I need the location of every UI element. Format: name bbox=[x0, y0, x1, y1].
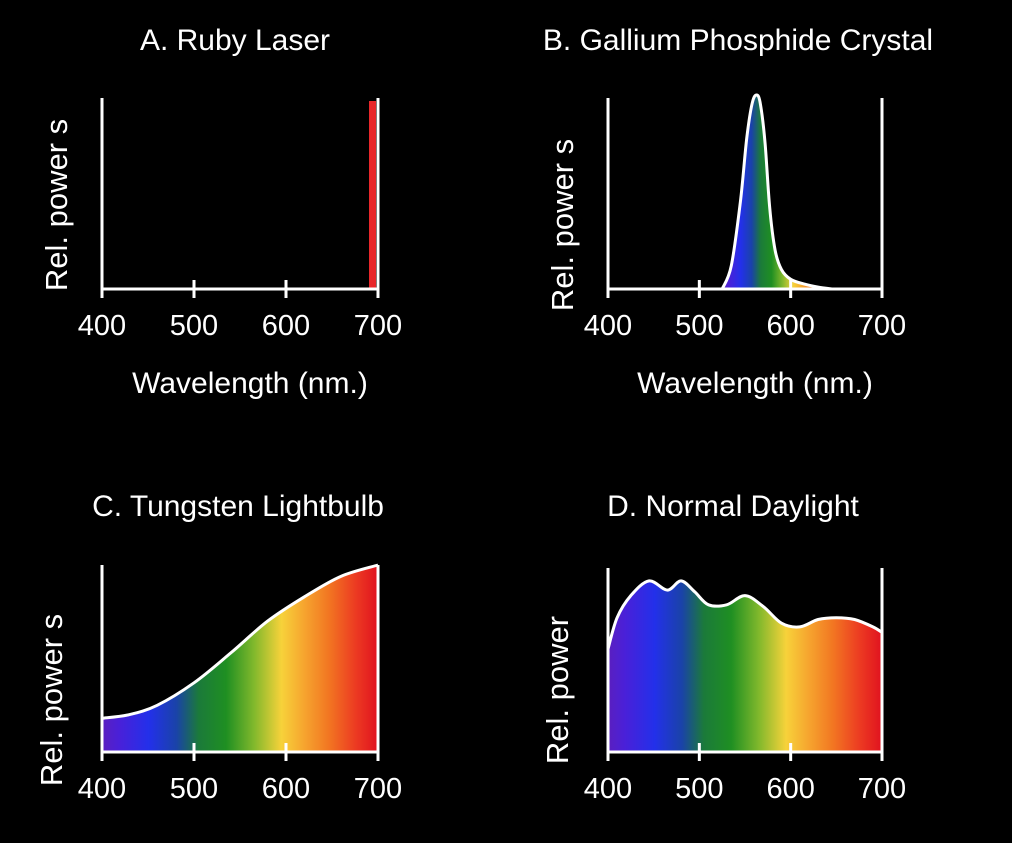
spectrum-area bbox=[608, 580, 882, 752]
x-tick-label: 700 bbox=[858, 773, 906, 805]
x-tick-label: 400 bbox=[78, 773, 126, 805]
panel-b: 400 500 600 700 B. Gallium Phosphide Crystal… bbox=[543, 24, 933, 400]
spectrum-area bbox=[102, 565, 378, 752]
spectrum-curve bbox=[606, 579, 883, 650]
x-tick-label: 700 bbox=[858, 310, 906, 342]
x-tick-label: 600 bbox=[766, 310, 814, 342]
x-tick-label: 700 bbox=[354, 773, 402, 805]
x-axis-label: Wavelength (nm.) bbox=[637, 367, 873, 400]
x-tick-label: 600 bbox=[262, 310, 310, 342]
x-tick-label: 400 bbox=[584, 773, 632, 805]
chart-title: C. Tungsten Lightbulb bbox=[92, 490, 384, 523]
x-tick-label: 400 bbox=[78, 310, 126, 342]
x-tick-label: 500 bbox=[170, 773, 218, 805]
y-axis-label: Rel. power s bbox=[39, 119, 74, 291]
spectrum-curve bbox=[720, 93, 832, 291]
y-axis-label: Rel. power s bbox=[545, 139, 580, 311]
chart-title: A. Ruby Laser bbox=[140, 24, 330, 57]
x-tick-label: 500 bbox=[675, 310, 723, 342]
x-tick-label: 400 bbox=[584, 310, 632, 342]
x-tick-label: 700 bbox=[354, 310, 402, 342]
spectrum-curve bbox=[101, 563, 379, 720]
x-tick-label: 500 bbox=[675, 773, 723, 805]
x-axis-label: Wavelength (nm.) bbox=[132, 367, 368, 400]
spectrum-area bbox=[722, 94, 832, 289]
chart-title: B. Gallium Phosphide Crystal bbox=[543, 24, 933, 57]
x-tick-label: 600 bbox=[766, 773, 814, 805]
x-tick-label: 500 bbox=[170, 310, 218, 342]
y-axis-label: Rel. power bbox=[540, 616, 575, 764]
laser-line bbox=[369, 101, 376, 289]
panel-c: 400 500 600 700 C. Tungsten Lightbulb Rel. po… bbox=[34, 490, 402, 805]
panel-d: 400 500 600 700 D. Normal Daylight Rel. power bbox=[540, 490, 906, 805]
y-axis-label: Rel. power s bbox=[34, 614, 69, 786]
panel-a: 400 500 600 700 A. Ruby Laser Rel. power s Wav… bbox=[39, 24, 402, 400]
chart-title: D. Normal Daylight bbox=[607, 490, 859, 523]
x-tick-label: 600 bbox=[262, 773, 310, 805]
